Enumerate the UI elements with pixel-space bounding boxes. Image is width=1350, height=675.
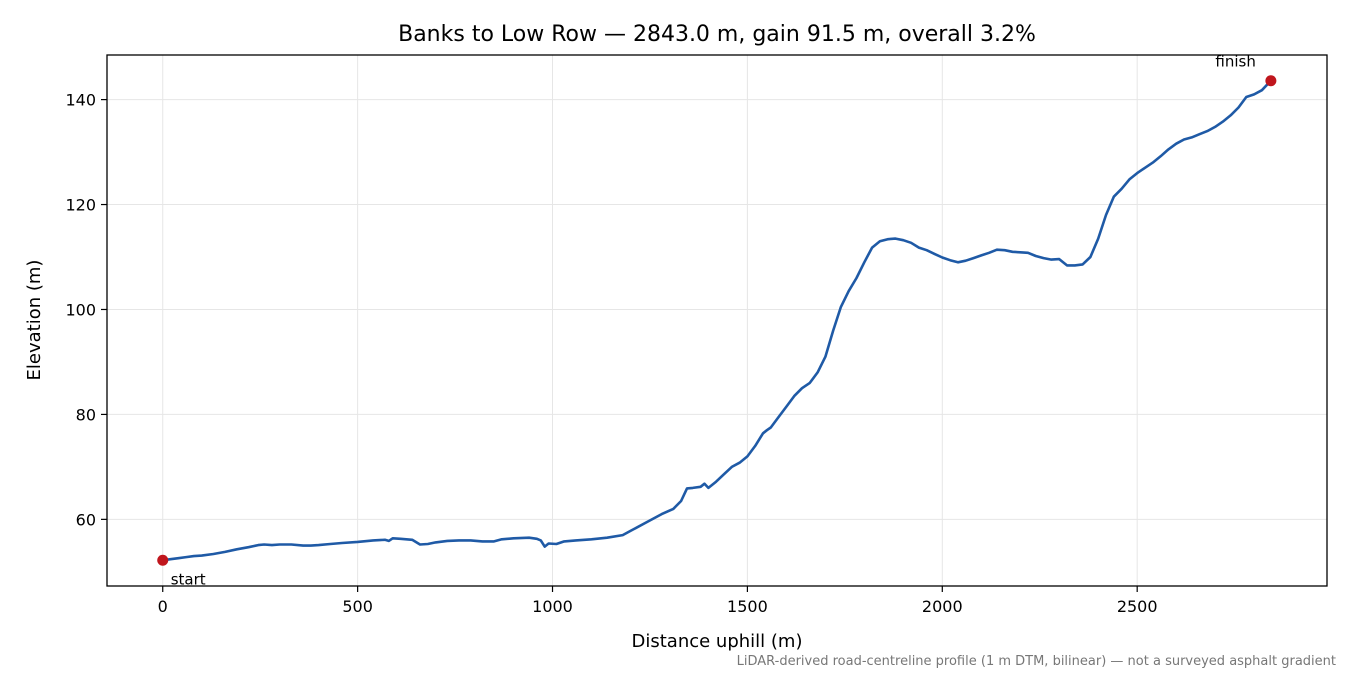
plot-frame bbox=[106, 54, 1328, 587]
y-axis: 60 80 100 120 140 bbox=[65, 91, 107, 529]
y-tick-label: 140 bbox=[65, 91, 96, 110]
annotations: start finish bbox=[157, 53, 1277, 588]
x-tick-label: 1000 bbox=[532, 597, 573, 616]
x-tick-label: 2500 bbox=[1117, 597, 1158, 616]
plot-area bbox=[161, 79, 1273, 562]
y-tick-label: 60 bbox=[76, 510, 96, 529]
x-tick-label: 500 bbox=[342, 597, 373, 616]
start-label: start bbox=[171, 570, 206, 588]
x-tick-label: 1500 bbox=[727, 597, 768, 616]
x-axis: 0 500 1000 1500 2000 2500 bbox=[158, 586, 1158, 616]
x-axis-title: Distance uphill (m) bbox=[632, 631, 803, 652]
elevation-series-line bbox=[161, 79, 1273, 562]
start-marker bbox=[157, 554, 169, 566]
x-tick-label: 0 bbox=[158, 597, 168, 616]
chart-title: Banks to Low Row — 2843.0 m, gain 91.5 m… bbox=[398, 22, 1036, 47]
finish-label: finish bbox=[1215, 53, 1255, 71]
x-tick-label: 2000 bbox=[922, 597, 963, 616]
y-tick-label: 100 bbox=[65, 300, 96, 319]
finish-marker bbox=[1265, 75, 1277, 87]
grid-lines bbox=[107, 55, 1327, 586]
y-axis-title: Elevation (m) bbox=[24, 260, 45, 381]
y-tick-label: 120 bbox=[65, 196, 96, 215]
y-tick-label: 80 bbox=[76, 405, 96, 424]
footnote: LiDAR-derived road-centreline profile (1… bbox=[737, 654, 1336, 669]
